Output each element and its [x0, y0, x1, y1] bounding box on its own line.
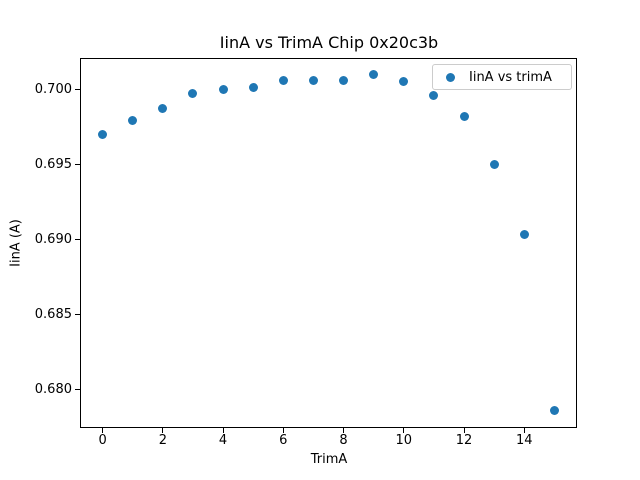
- y-tick-label: 0.695: [34, 156, 72, 172]
- scatter-point: [369, 69, 379, 79]
- chart-title: IinA vs TrimA Chip 0x20c3b: [219, 33, 439, 52]
- x-tick-mark: [403, 428, 405, 433]
- legend-marker-icon: [446, 72, 455, 82]
- x-tick-mark: [102, 428, 104, 433]
- scatter-point: [158, 104, 168, 114]
- scatter-point: [98, 129, 108, 139]
- x-tick-mark: [222, 428, 224, 433]
- plot-area: [80, 58, 577, 428]
- y-tick-label: 0.700: [34, 81, 72, 97]
- y-tick-mark: [75, 238, 80, 240]
- y-tick-mark: [75, 88, 80, 90]
- scatter-point: [248, 83, 258, 93]
- scatter-point: [218, 84, 228, 94]
- x-tick-label: 6: [279, 433, 288, 448]
- x-tick-label: 10: [395, 433, 413, 448]
- x-tick-label: 14: [516, 433, 533, 448]
- y-tick-mark: [75, 388, 80, 390]
- scatter-point: [308, 75, 318, 85]
- x-tick-mark: [282, 428, 284, 433]
- y-tick-label: 0.690: [34, 231, 72, 247]
- scatter-point: [339, 75, 349, 85]
- y-axis-label: IinA (A): [8, 219, 24, 267]
- legend-label: IinA vs trimA: [469, 69, 552, 85]
- scatter-point: [278, 75, 288, 85]
- x-tick-label: 12: [455, 433, 473, 448]
- scatter-point: [519, 230, 529, 240]
- legend: IinA vs trimA: [432, 64, 572, 90]
- scatter-point: [459, 111, 469, 121]
- y-tick-mark: [75, 313, 80, 315]
- y-tick-label: 0.685: [34, 306, 72, 322]
- x-tick-mark: [162, 428, 164, 433]
- scatter-point: [188, 89, 198, 99]
- y-tick-mark: [75, 163, 80, 165]
- scatter-point: [128, 116, 138, 126]
- x-axis-label: TrimA: [310, 452, 348, 467]
- y-tick-label: 0.680: [34, 381, 72, 397]
- x-tick-label: 4: [218, 433, 228, 448]
- x-tick-label: 8: [339, 433, 348, 448]
- x-tick-mark: [463, 428, 465, 433]
- scatter-point: [489, 159, 499, 169]
- scatter-point: [399, 77, 409, 87]
- x-tick-label: 2: [158, 433, 167, 448]
- x-tick-mark: [523, 428, 525, 433]
- x-tick-label: 0: [98, 433, 107, 448]
- scatter-point: [549, 405, 559, 415]
- x-tick-mark: [343, 428, 345, 433]
- scatter-point: [429, 90, 439, 100]
